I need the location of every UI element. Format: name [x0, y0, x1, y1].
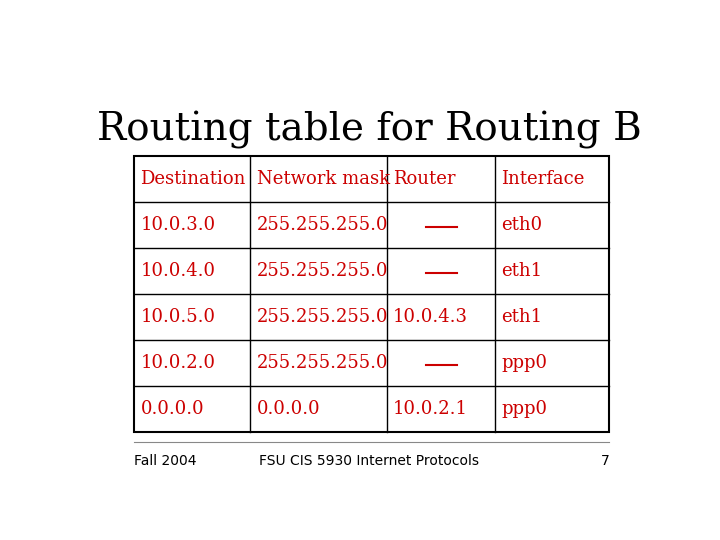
Text: ppp0: ppp0	[502, 400, 547, 418]
Text: FSU CIS 5930 Internet Protocols: FSU CIS 5930 Internet Protocols	[259, 454, 479, 468]
Text: 255.255.255.0: 255.255.255.0	[256, 308, 388, 326]
Text: 7: 7	[600, 454, 609, 468]
Text: Routing table for Routing B: Routing table for Routing B	[96, 111, 642, 149]
Text: 255.255.255.0: 255.255.255.0	[256, 216, 388, 234]
Text: Router: Router	[393, 170, 456, 188]
Text: 255.255.255.0: 255.255.255.0	[256, 354, 388, 372]
Text: 255.255.255.0: 255.255.255.0	[256, 262, 388, 280]
Text: Interface: Interface	[502, 170, 585, 188]
Text: 10.0.3.0: 10.0.3.0	[140, 216, 215, 234]
Text: 10.0.2.1: 10.0.2.1	[393, 400, 468, 418]
Text: Network mask: Network mask	[256, 170, 390, 188]
Text: eth1: eth1	[502, 308, 543, 326]
Text: 0.0.0.0: 0.0.0.0	[256, 400, 320, 418]
Text: 10.0.4.3: 10.0.4.3	[393, 308, 468, 326]
Text: 10.0.5.0: 10.0.5.0	[140, 308, 215, 326]
Text: ppp0: ppp0	[502, 354, 547, 372]
Text: Fall 2004: Fall 2004	[134, 454, 197, 468]
Text: eth1: eth1	[502, 262, 543, 280]
Text: Destination: Destination	[140, 170, 246, 188]
Text: 0.0.0.0: 0.0.0.0	[140, 400, 204, 418]
Text: eth0: eth0	[502, 216, 543, 234]
Text: 10.0.4.0: 10.0.4.0	[140, 262, 215, 280]
Bar	[134, 156, 609, 432]
Text: 10.0.2.0: 10.0.2.0	[140, 354, 215, 372]
